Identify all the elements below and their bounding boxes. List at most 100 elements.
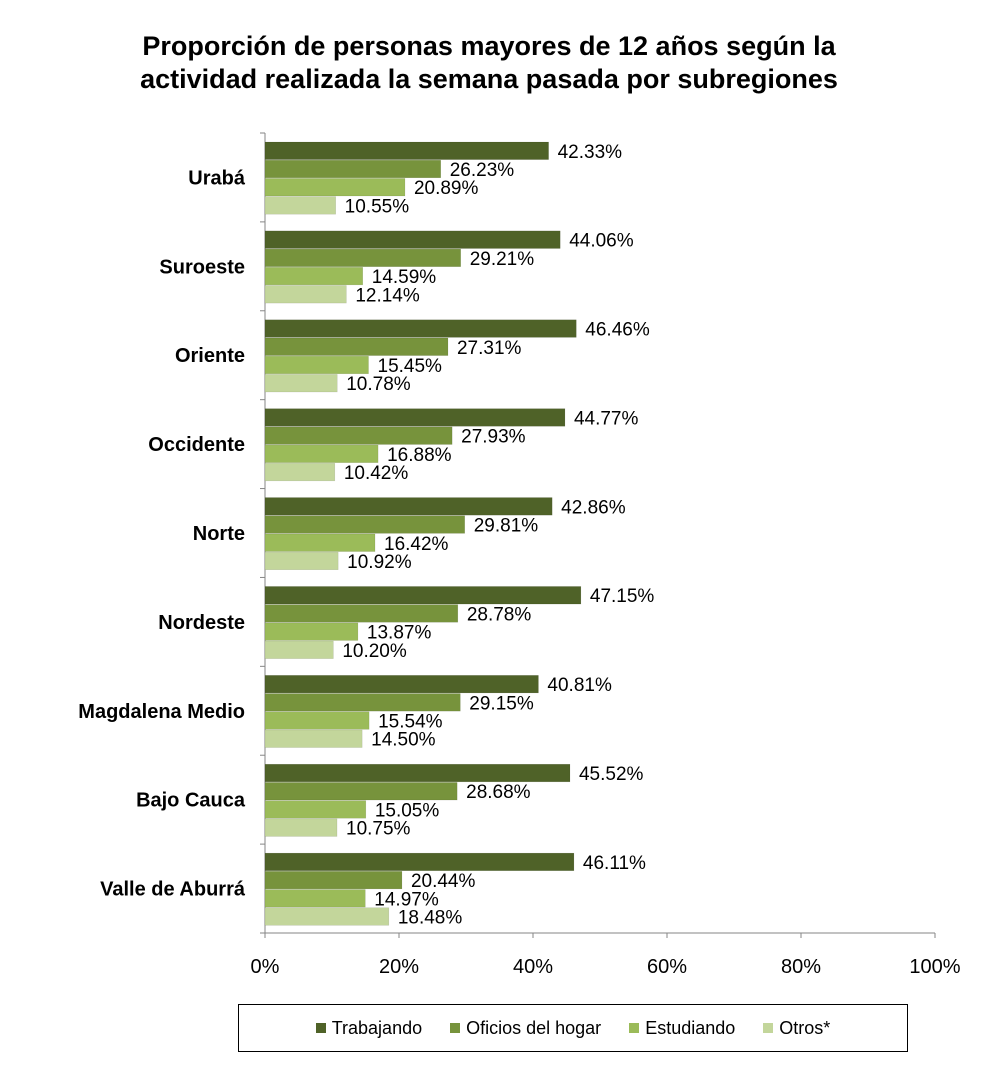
data-label: 27.93% bbox=[461, 427, 526, 448]
data-label: 29.81% bbox=[474, 516, 539, 537]
data-label: 15.45% bbox=[378, 356, 443, 377]
bar bbox=[264, 159, 441, 179]
legend-swatch bbox=[629, 1023, 640, 1033]
data-label: 42.86% bbox=[561, 497, 626, 518]
bar bbox=[264, 267, 364, 286]
category-label: Oriente bbox=[175, 345, 245, 367]
bar bbox=[264, 355, 369, 375]
bar bbox=[264, 782, 458, 801]
data-label: 15.05% bbox=[375, 800, 440, 821]
category-label: Valle de Aburrá bbox=[100, 879, 246, 901]
chart-title: Proporción de personas mayores de 12 año… bbox=[0, 30, 978, 96]
category-label: Nordeste bbox=[158, 612, 245, 634]
data-label: 18.48% bbox=[398, 908, 463, 929]
data-label: 14.97% bbox=[374, 889, 439, 910]
bar bbox=[264, 551, 339, 571]
legend-label: Otros* bbox=[779, 1017, 831, 1038]
x-tick-label: 60% bbox=[647, 956, 687, 978]
bar bbox=[264, 444, 379, 463]
data-label: 10.78% bbox=[346, 374, 411, 395]
data-label: 42.33% bbox=[558, 142, 623, 163]
bar bbox=[264, 463, 336, 482]
legend-label: Trabajando bbox=[331, 1017, 423, 1038]
legend-label: Estudiando bbox=[645, 1017, 736, 1038]
bar bbox=[264, 871, 403, 890]
data-label: 40.81% bbox=[547, 675, 612, 696]
bar bbox=[264, 800, 367, 819]
legend-label: Oficios del hogar bbox=[466, 1017, 602, 1038]
bar bbox=[264, 248, 461, 267]
category-label: Bajo Cauca bbox=[136, 790, 246, 812]
bar bbox=[264, 640, 334, 659]
bar bbox=[264, 818, 338, 837]
x-tick-label: 80% bbox=[781, 956, 821, 978]
bar bbox=[264, 141, 549, 160]
category-label: Urabá bbox=[188, 167, 246, 189]
bar bbox=[264, 497, 553, 516]
bar bbox=[264, 319, 577, 338]
data-label: 28.78% bbox=[467, 604, 532, 625]
bar bbox=[264, 533, 376, 552]
bar bbox=[264, 763, 571, 783]
data-label: 46.11% bbox=[583, 853, 646, 874]
data-label: 47.15% bbox=[590, 586, 655, 607]
bar bbox=[264, 852, 575, 871]
data-label: 29.15% bbox=[469, 693, 534, 714]
chart-title-line-2: actividad realizada la semana pasada por… bbox=[140, 64, 838, 94]
data-label: 45.52% bbox=[579, 764, 644, 785]
bar bbox=[264, 515, 465, 534]
data-label: 16.88% bbox=[387, 445, 452, 466]
data-label: 10.92% bbox=[347, 552, 412, 573]
data-label: 27.31% bbox=[457, 338, 522, 359]
x-tick-label: 0% bbox=[251, 956, 280, 978]
x-tick-label: 20% bbox=[379, 956, 419, 978]
bar bbox=[264, 196, 336, 215]
data-label: 44.06% bbox=[569, 231, 634, 252]
legend: Trabajando Oficios del hogar Estudiando Otr… bbox=[238, 1004, 908, 1052]
legend-item: Trabajando bbox=[315, 1017, 423, 1039]
data-label: 10.75% bbox=[346, 819, 411, 840]
category-label: Suroeste bbox=[159, 256, 245, 278]
legend-swatch bbox=[315, 1023, 326, 1033]
bar bbox=[264, 675, 539, 694]
bar bbox=[264, 711, 370, 730]
bar bbox=[264, 374, 338, 393]
bar bbox=[264, 408, 566, 427]
bar bbox=[264, 230, 561, 249]
bar bbox=[264, 693, 461, 712]
data-label: 20.44% bbox=[411, 871, 476, 892]
bar bbox=[264, 907, 390, 926]
data-label: 10.55% bbox=[345, 196, 410, 217]
legend-item: Otros* bbox=[763, 1018, 830, 1039]
data-label: 28.68% bbox=[466, 782, 531, 803]
data-label: 44.77% bbox=[574, 408, 639, 429]
bar-chart: 0% 20% 40% 60% 80% 100% Urabá 42.33% 26.23%20.89… bbox=[78, 132, 961, 978]
data-label: 26.23% bbox=[450, 160, 515, 181]
category-label: Norte bbox=[193, 523, 245, 545]
category-label: Magdalena Medio bbox=[78, 701, 245, 723]
legend-swatch bbox=[763, 1023, 774, 1033]
bar bbox=[264, 889, 366, 908]
bar bbox=[264, 604, 459, 623]
data-label: 15.54% bbox=[378, 712, 443, 733]
legend-item: Oficios del hogar bbox=[450, 1018, 601, 1039]
data-label: 10.20% bbox=[342, 641, 407, 662]
data-label: 20.89% bbox=[414, 178, 479, 199]
legend-swatch bbox=[450, 1023, 461, 1033]
bar bbox=[264, 337, 449, 356]
bar bbox=[264, 178, 406, 197]
bar bbox=[264, 285, 347, 304]
data-label: 16.42% bbox=[384, 534, 449, 555]
data-label: 12.14% bbox=[355, 285, 420, 306]
chart-title-line-1: Proporción de personas mayores de 12 año… bbox=[142, 31, 836, 61]
category-label: Occidente bbox=[148, 434, 245, 456]
data-label: 14.50% bbox=[371, 730, 436, 751]
data-label: 13.87% bbox=[367, 623, 432, 644]
bar bbox=[264, 622, 359, 641]
x-tick-label: 100% bbox=[909, 956, 960, 978]
data-label: 10.42% bbox=[344, 463, 409, 484]
bar bbox=[264, 586, 582, 605]
data-label: 14.59% bbox=[372, 267, 437, 288]
bar bbox=[264, 729, 363, 748]
data-label: 29.21% bbox=[470, 249, 535, 270]
